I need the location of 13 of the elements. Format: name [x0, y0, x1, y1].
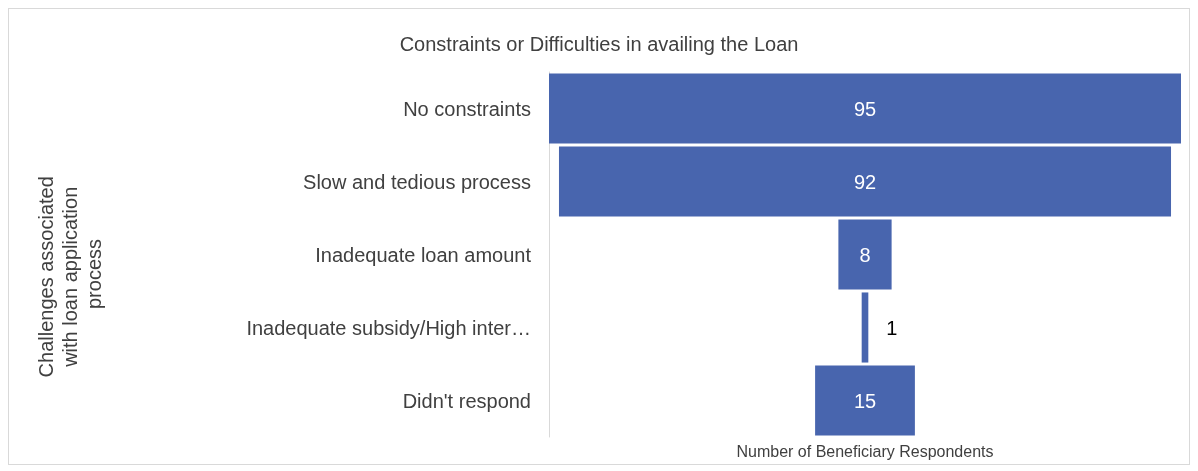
data-label: 15 [853, 389, 877, 412]
data-label: 95 [853, 97, 877, 120]
category-label: No constraints [403, 97, 531, 120]
text: Constraints or Difficulties in availing the Loan [399, 33, 799, 55]
data-label: 92 [853, 170, 877, 193]
category-label: Didn't respond [402, 389, 531, 412]
category-label: Inadequate subsidy/High inter… [246, 316, 531, 339]
category-label: Inadequate loan amount [315, 243, 532, 266]
data-label: 1 [886, 316, 898, 339]
category-label: Slow and tedious process [303, 170, 531, 193]
text: Challenges associated with loan application process [35, 170, 105, 378]
text: Number of Beneficiary Respondents [736, 442, 994, 460]
data-label: 8 [859, 243, 871, 266]
